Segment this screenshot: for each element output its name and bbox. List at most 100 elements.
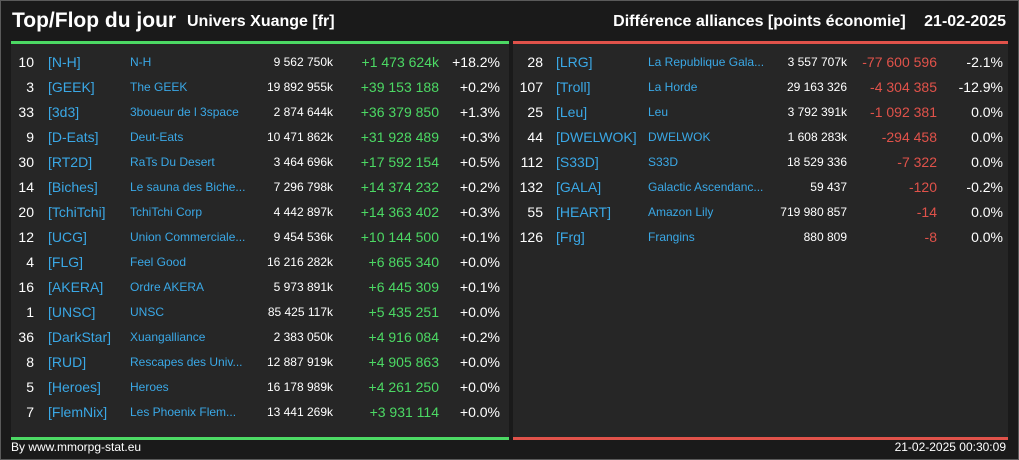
points-cell: 2 383 050k [273, 330, 333, 344]
alliance-tag[interactable]: [RUD] [48, 354, 87, 370]
alliance-tag[interactable]: [Frg] [556, 229, 585, 245]
diff-cell: +4 905 863 [368, 354, 439, 370]
alliance-name[interactable]: DWELWOK [648, 130, 711, 144]
alliance-tag[interactable]: [Biches] [48, 179, 98, 195]
points-cell: 2 874 644k [273, 105, 333, 119]
alliance-name[interactable]: Rescapes des Univ... [130, 355, 243, 369]
alliance-tag[interactable]: [GALA] [556, 179, 602, 195]
rank-cell: 12 [18, 229, 34, 245]
points-cell: 5 973 891k [273, 280, 333, 294]
table-row: 12 [UCG] Union Commerciale... 9 454 536k +10… [11, 225, 509, 250]
percent-cell: +0.2% [459, 79, 500, 95]
table-row: 7 [FlemNix] Les Phoenix Flem... 13 441 269k… [11, 400, 509, 425]
alliance-name[interactable]: S33D [648, 155, 679, 169]
percent-cell: -12.9% [958, 79, 1003, 95]
alliance-name[interactable]: Amazon Lily [648, 205, 714, 219]
alliance-name[interactable]: Frangins [648, 230, 695, 244]
rank-cell: 5 [26, 379, 34, 395]
table-row: 36 [DarkStar] Xuangalliance 2 383 050k +4 91… [11, 325, 509, 350]
alliance-tag[interactable]: [UNSC] [48, 304, 96, 320]
table-row: 112 [S33D] S33D 18 529 336 -7 322 0.0% [513, 150, 1008, 175]
alliance-tag[interactable]: [FlemNix] [48, 404, 108, 420]
alliance-name[interactable]: Deut-Eats [130, 130, 184, 144]
percent-cell: +0.0% [459, 254, 500, 270]
table-row: 1 [UNSC] UNSC 85 425 117k +5 435 251 +0.0% [11, 300, 509, 325]
points-cell: 9 562 750k [273, 55, 333, 69]
rank-cell: 9 [26, 129, 34, 145]
alliance-name[interactable]: Feel Good [130, 255, 187, 269]
alliance-name[interactable]: Leu [648, 105, 669, 119]
diff-cell: +5 435 251 [368, 304, 439, 320]
alliance-tag[interactable]: [AKERA] [48, 279, 104, 295]
alliance-tag[interactable]: [S33D] [556, 154, 599, 170]
alliance-tag[interactable]: [DWELWOK] [556, 129, 637, 145]
top-panel: 10 [N-H] N-H 9 562 750k +1 473 624k +18.2% 3 [G… [11, 41, 509, 440]
diff-cell: +31 928 489 [360, 129, 439, 145]
alliance-name[interactable]: N-H [130, 55, 152, 69]
alliance-name[interactable]: UNSC [130, 305, 165, 319]
alliance-tag[interactable]: [TchiTchi] [48, 204, 106, 220]
alliance-name[interactable]: 3boueur de l 3space [130, 105, 239, 119]
alliance-name[interactable]: Galactic Ascendanc... [648, 180, 764, 194]
alliance-tag[interactable]: [Troll] [556, 79, 591, 95]
points-cell: 4 442 897k [273, 205, 333, 219]
rank-cell: 28 [527, 54, 543, 70]
diff-cell: -294 458 [881, 129, 937, 145]
alliance-tag[interactable]: [LRG] [556, 54, 593, 70]
alliance-tag[interactable]: [D-Eats] [48, 129, 99, 145]
alliance-tag[interactable]: [FLG] [48, 254, 84, 270]
percent-cell: +0.0% [459, 354, 500, 370]
diff-cell: -120 [908, 179, 937, 195]
page-title: Top/Flop du jour [12, 9, 177, 32]
diff-cell: -8 [924, 229, 937, 245]
alliance-tag[interactable]: [Heroes] [48, 379, 101, 395]
alliance-tag[interactable]: [GEEK] [48, 79, 95, 95]
percent-cell: -0.2% [966, 179, 1003, 195]
points-cell: 719 980 857 [780, 205, 847, 219]
table-row: 9 [D-Eats] Deut-Eats 10 471 862k +31 928 489… [11, 125, 509, 150]
alliance-tag[interactable]: [DarkStar] [48, 329, 112, 345]
points-cell: 29 163 326 [786, 80, 847, 94]
alliance-name[interactable]: La Horde [648, 80, 698, 94]
diff-cell: -1 092 381 [870, 104, 937, 120]
percent-cell: 0.0% [971, 154, 1003, 170]
alliance-name[interactable]: Heroes [130, 380, 169, 394]
alliance-name[interactable]: Les Phoenix Flem... [130, 405, 237, 419]
percent-cell: +0.1% [459, 229, 500, 245]
points-cell: 13 441 269k [266, 405, 333, 419]
footer-timestamp: 21-02-2025 00:30:09 [894, 440, 1006, 454]
footer-source[interactable]: By www.mmorpg-stat.eu [11, 440, 142, 454]
points-cell: 3 792 391k [787, 105, 847, 119]
alliance-tag[interactable]: [RT2D] [48, 154, 93, 170]
points-cell: 12 887 919k [266, 355, 333, 369]
alliance-name[interactable]: Le sauna des Biche... [130, 180, 246, 194]
alliance-name[interactable]: Xuangalliance [130, 330, 206, 344]
rank-cell: 3 [26, 79, 34, 95]
alliance-name[interactable]: Union Commerciale... [130, 230, 246, 244]
alliance-name[interactable]: La Republique Gala... [648, 55, 765, 69]
alliance-name[interactable]: RaTs Du Desert [130, 155, 215, 169]
alliance-tag[interactable]: [N-H] [48, 54, 81, 70]
points-cell: 10 471 862k [266, 130, 333, 144]
table-row: 28 [LRG] La Republique Gala... 3 557 707k -7… [513, 50, 1008, 75]
alliance-name[interactable]: The GEEK [130, 80, 188, 94]
alliance-tag[interactable]: [UCG] [48, 229, 87, 245]
rank-cell: 10 [18, 54, 34, 70]
percent-cell: +0.0% [459, 304, 500, 320]
diff-cell: +1 473 624k [361, 54, 439, 70]
table-row: 126 [Frg] Frangins 880 809 -8 0.0% [513, 225, 1008, 250]
table-row: 5 [Heroes] Heroes 16 178 989k +4 261 250 +0.0… [11, 375, 509, 400]
diff-cell: +17 592 154 [360, 154, 439, 170]
points-cell: 9 454 536k [273, 230, 333, 244]
alliance-name[interactable]: Ordre AKERA [130, 280, 205, 294]
rank-cell: 14 [18, 179, 34, 195]
diff-cell: -7 322 [897, 154, 937, 170]
table-row: 14 [Biches] Le sauna des Biche... 7 296 798… [11, 175, 509, 200]
alliance-tag[interactable]: [3d3] [48, 104, 80, 120]
alliance-name[interactable]: TchiTchi Corp [130, 205, 203, 219]
header: Top/Flop du jour Univers Xuange [fr] Dif… [1, 1, 1018, 41]
points-cell: 19 892 955k [266, 80, 333, 94]
alliance-tag[interactable]: [Leu] [556, 104, 588, 120]
points-cell: 1 608 283k [787, 130, 847, 144]
alliance-tag[interactable]: [HEART] [556, 204, 611, 220]
